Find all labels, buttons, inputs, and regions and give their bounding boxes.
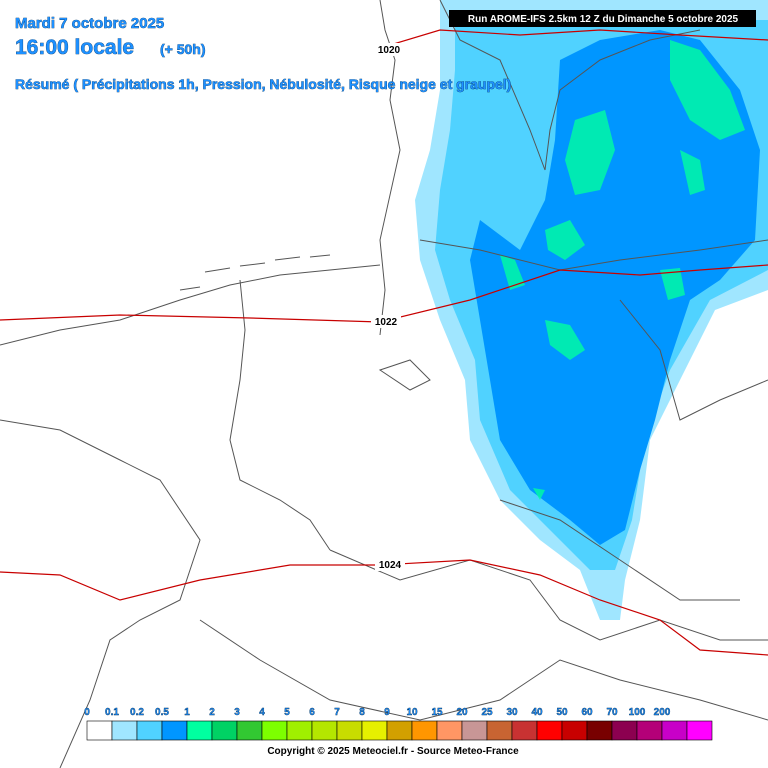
legend-label: 4 <box>259 707 265 718</box>
legend-swatch <box>286 720 313 741</box>
legend-label: 0.2 <box>130 707 144 718</box>
legend-label: 9 <box>384 707 390 718</box>
legend-swatch <box>686 720 713 741</box>
legend-swatch <box>236 720 263 741</box>
legend-swatch <box>311 720 338 741</box>
legend-swatch <box>136 720 163 741</box>
legend-label: 5 <box>284 707 290 718</box>
legend-label: 30 <box>506 707 518 718</box>
legend-label: 70 <box>606 707 618 718</box>
legend-swatch <box>161 720 188 741</box>
legend-label: 60 <box>581 707 593 718</box>
legend-swatch <box>361 720 388 741</box>
legend-label: 25 <box>481 707 493 718</box>
isobar-label: 1020 <box>378 45 401 56</box>
summary: Résumé ( Précipitations 1h, Pression, Né… <box>15 76 511 92</box>
legend-swatch <box>86 720 113 741</box>
legend-label: 20 <box>456 707 468 718</box>
copyright: Copyright © 2025 Meteociel.fr - Source M… <box>267 746 519 757</box>
date: Mardi 7 octobre 2025 <box>15 15 164 32</box>
legend-label: 1 <box>184 707 190 718</box>
legend-swatch <box>611 720 638 741</box>
legend-label: 15 <box>431 707 443 718</box>
legend-swatch <box>261 720 288 741</box>
legend-swatch <box>436 720 463 741</box>
run-info: Run AROME-IFS 2.5km 12 Z du Dimanche 5 o… <box>468 14 739 25</box>
run-bg <box>449 10 756 27</box>
isobar-label-bg <box>374 43 404 56</box>
legend-swatch <box>186 720 213 741</box>
legend-label: 0 <box>84 707 90 718</box>
legend-swatch <box>561 720 588 741</box>
legend-label: 10 <box>406 707 418 718</box>
legend-label: 8 <box>359 707 365 718</box>
legend-label: 3 <box>234 707 240 718</box>
legend-swatch <box>636 720 663 741</box>
legend: 0 0.1 0.2 0.5 1 2 3 4 5 6 7 8 9 10 15 20 25 30 40 50 60 70 100… <box>84 707 713 741</box>
legend-swatch <box>586 720 613 741</box>
legend-label: 2 <box>209 707 215 718</box>
legend-label: 100 <box>629 707 646 718</box>
legend-label: 0.5 <box>155 707 169 718</box>
time: 16:00 locale <box>15 36 134 59</box>
isobars <box>0 29 768 656</box>
isobar-label-bg <box>375 558 405 571</box>
legend-swatch <box>461 720 488 741</box>
legend-swatch <box>336 720 363 741</box>
legend-label: 200 <box>654 707 671 718</box>
legend-label: 50 <box>556 707 568 718</box>
legend-swatch <box>386 720 413 741</box>
isobar-label: 1024 <box>379 560 402 571</box>
isobar-label: 1022 <box>375 317 398 328</box>
legend-label: 0.1 <box>105 707 119 718</box>
legend-label: 7 <box>334 707 340 718</box>
legend-swatch <box>111 720 138 741</box>
legend-swatch <box>411 720 438 741</box>
lead: (+ 50h) <box>160 41 206 57</box>
isobar-label-bg <box>371 315 401 328</box>
legend-swatch <box>511 720 538 741</box>
precip-green <box>500 40 745 500</box>
legend-swatch <box>536 720 563 741</box>
legend-swatch <box>661 720 688 741</box>
legend-swatch <box>211 720 238 741</box>
legend-label: 6 <box>309 707 315 718</box>
legend-swatch <box>486 720 513 741</box>
legend-label: 40 <box>531 707 543 718</box>
